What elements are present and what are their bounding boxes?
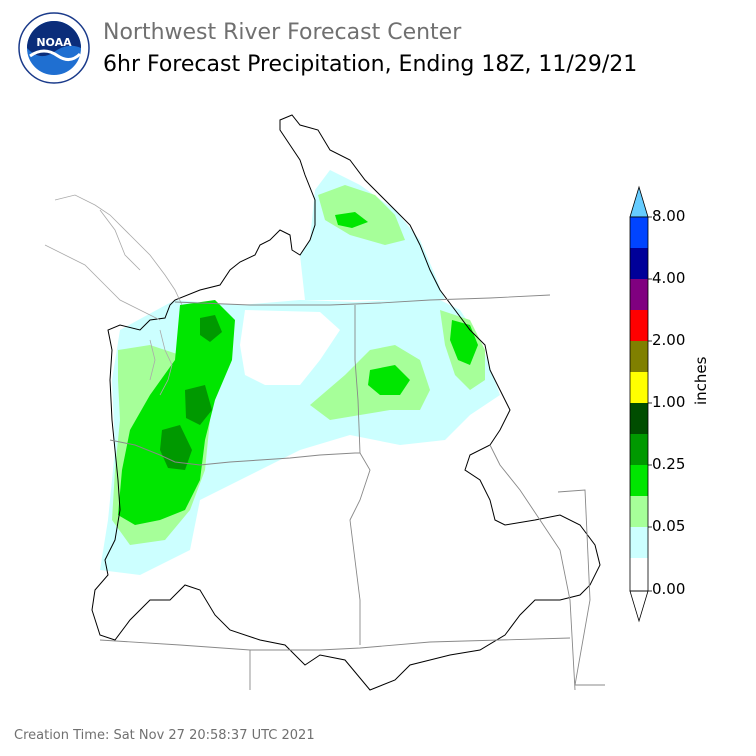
creation-time: Creation Time: Sat Nov 27 20:58:37 UTC 2…: [14, 728, 315, 743]
colorbar-tick-label: 4.00: [652, 269, 686, 287]
canada-us-border: [174, 294, 551, 306]
green-cascades: [118, 300, 235, 525]
colorbar-tick-label: 8.00: [652, 207, 686, 225]
noaa-logo-text: NOAA: [36, 36, 72, 49]
product-title: 6hr Forecast Precipitation, Ending 18Z, …: [103, 52, 638, 77]
dark-green-core-1: [185, 385, 212, 425]
or-ca-nv-border: [99, 637, 571, 651]
precipitation-map: [44, 114, 605, 691]
colorbar-tick-label: 0.00: [652, 580, 686, 598]
colorbar-tick-label: 0.25: [652, 455, 686, 473]
dry-area: [240, 310, 340, 385]
dark-green-core-3: [200, 315, 222, 342]
colorbar-bin-3: [630, 465, 648, 496]
colorbar-tick-label: 2.00: [652, 331, 686, 349]
or-id-border: [349, 452, 371, 645]
colorbar-bin-6: [630, 372, 648, 403]
id-mt-border: [489, 444, 576, 691]
colorbar-frame: [629, 216, 649, 592]
colorbar-bin-0: [630, 558, 648, 591]
basin-boundary: [91, 114, 601, 691]
precipitation-colorbar: [629, 185, 652, 623]
green-east-patch: [368, 365, 410, 395]
org-name: Northwest River Forecast Center: [103, 20, 462, 45]
wa-id-border: [354, 305, 361, 454]
wa-or-border: [109, 439, 360, 466]
colorbar-bin-9: [630, 279, 648, 310]
colorbar-bin-12: [629, 185, 649, 218]
colorbar-bin-7: [630, 341, 648, 372]
salish-sea-coastline: [44, 194, 183, 396]
colorbar-bin-10: [630, 248, 648, 279]
colorbar-tick-label: 1.00: [652, 393, 686, 411]
colorbar-unit-label: inches: [692, 356, 710, 405]
light-green-north: [318, 185, 405, 245]
colorbar-tick-label: 0.05: [652, 517, 686, 535]
colorbar-bin-1: [630, 527, 648, 558]
colorbar-bin-4: [630, 434, 648, 465]
colorbar-bottom-arrow: [629, 590, 649, 623]
noaa-logo-icon: NOAA: [18, 12, 90, 84]
colorbar-bin-2: [630, 496, 648, 527]
colorbar-bin-5: [630, 403, 648, 434]
wy-border: [557, 489, 605, 686]
colorbar-bin-8: [630, 310, 648, 341]
green-north-patch: [335, 212, 368, 228]
colorbar-bin-11: [630, 217, 648, 248]
